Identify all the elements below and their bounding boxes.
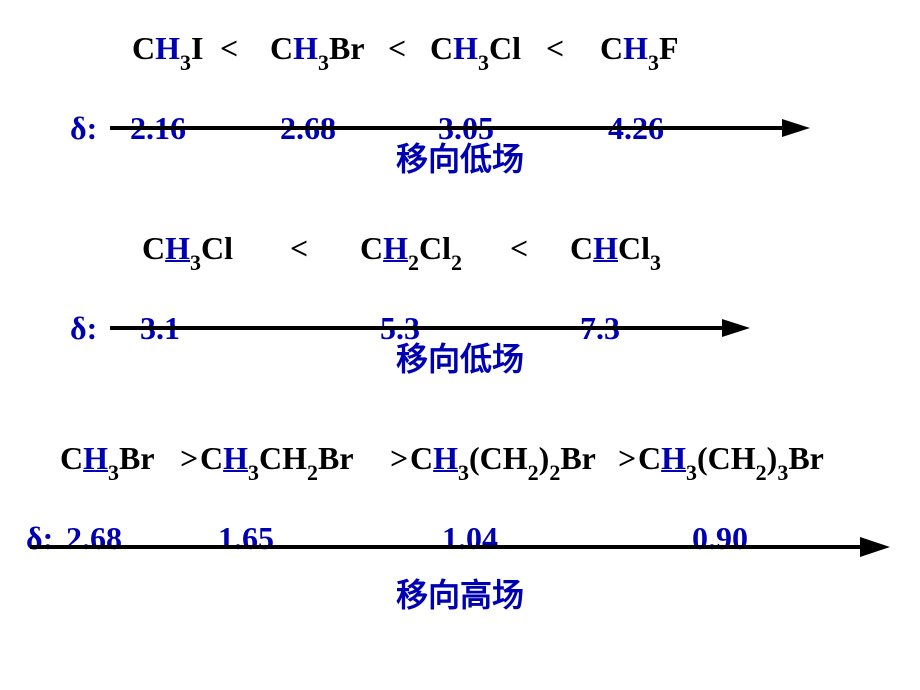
s1-lt1: < (220, 30, 238, 67)
series3-arrow (30, 536, 890, 558)
s1-f4: CH3F (600, 30, 679, 72)
series2-label-row: 移向低场 (0, 334, 920, 380)
series3-label: 移向高场 (396, 577, 524, 613)
series-2: CH3Cl < CH2Cl2 < CHCl3 δ: 3.1 5.3 7.3 移向… (0, 230, 920, 310)
s2-f1: CH3Cl (142, 230, 233, 272)
s3-gt3: > (618, 440, 636, 477)
series-1: CH3I < CH3Br < CH3Cl < CH3F δ: 2.16 2.68… (0, 30, 920, 110)
s3-gt2: > (390, 440, 408, 477)
s2-f3: CHCl3 (570, 230, 661, 272)
s1-f3: CH3Cl (430, 30, 521, 72)
series3-label-row: 移向高场 (0, 570, 920, 616)
s3-f1: CH3Br (60, 440, 155, 482)
s2-lt2: < (510, 230, 528, 267)
s2-f2: CH2Cl2 (360, 230, 462, 272)
series1-label-row: 移向低场 (0, 134, 920, 180)
s3-f2: CH3CH2Br (200, 440, 354, 482)
series-3: CH3Br > CH3CH2Br > CH3(CH2)2Br > CH3(CH2… (0, 440, 920, 520)
series1-label: 移向低场 (396, 141, 524, 177)
s2-lt1: < (290, 230, 308, 267)
s1-f1: CH3I (132, 30, 203, 72)
series1-formula-row: CH3I < CH3Br < CH3Cl < CH3F (0, 30, 920, 70)
s1-lt2: < (388, 30, 406, 67)
series3-formula-row: CH3Br > CH3CH2Br > CH3(CH2)2Br > CH3(CH2… (0, 440, 920, 480)
s3-f4: CH3(CH2)3Br (638, 440, 824, 482)
s3-f3: CH3(CH2)2Br (410, 440, 596, 482)
series2-label: 移向低场 (396, 341, 524, 377)
s3-gt1: > (180, 440, 198, 477)
s1-f2: CH3Br (270, 30, 365, 72)
series2-formula-row: CH3Cl < CH2Cl2 < CHCl3 (0, 230, 920, 270)
s1-lt3: < (546, 30, 564, 67)
